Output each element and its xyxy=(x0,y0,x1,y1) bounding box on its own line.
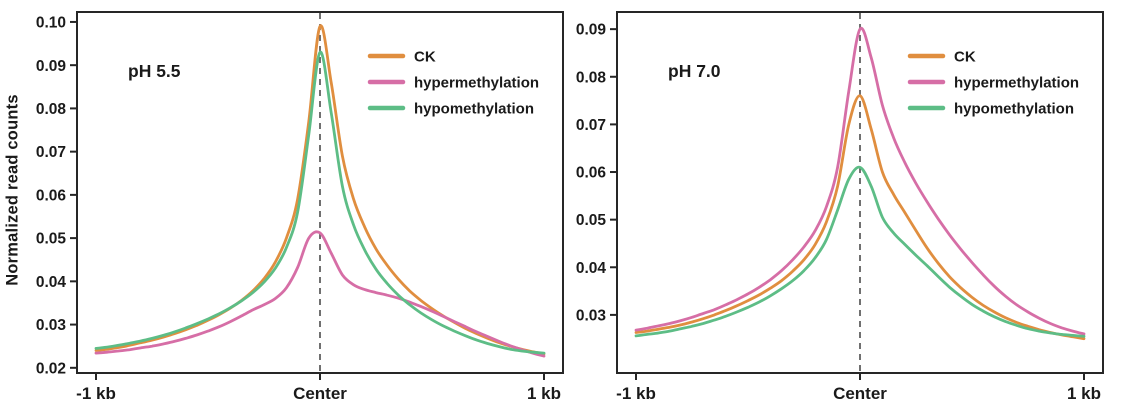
legend-item-hypomethylation: hypomethylation xyxy=(367,100,534,117)
x-tick-label: -1 kb xyxy=(76,384,116,403)
legend: CK hypermethylation hypomethylation xyxy=(367,48,539,117)
y-tick-label: 0.04 xyxy=(36,274,67,291)
panel-label: pH 7.0 xyxy=(668,61,721,81)
plot-frame xyxy=(76,11,564,374)
legend-item-hypomethylation: hypomethylation xyxy=(907,100,1074,117)
y-tick-label: 0.09 xyxy=(576,22,607,39)
legend-label: hypomethylation xyxy=(954,100,1074,117)
legend-label: CK xyxy=(954,48,976,65)
legend-item-ck: CK xyxy=(367,48,436,65)
legend-label: hypermethylation xyxy=(414,74,539,91)
chart-panel-ph-5-5: 0.02 0.03 0.04 0.05 0.06 0.07 0.08 0.09 0.10 -1 k… xyxy=(36,11,564,403)
y-tick-label: 0.08 xyxy=(576,69,607,86)
legend-item-hypermethylation: hypermethylation xyxy=(367,74,539,91)
y-tick-label: 0.09 xyxy=(36,58,67,75)
x-tick-label: Center xyxy=(833,384,887,403)
legend-item-hypermethylation: hypermethylation xyxy=(907,74,1079,91)
series-line-hypermethylation xyxy=(94,230,546,358)
y-tick-label: 0.03 xyxy=(36,317,67,334)
y-tick-label: 0.06 xyxy=(36,187,67,204)
y-tick-label: 0.06 xyxy=(576,165,607,182)
legend-label: CK xyxy=(414,48,436,65)
legend-label: hypermethylation xyxy=(954,74,1079,91)
series-line-hypomethylation xyxy=(94,50,546,355)
y-tick-label: 0.07 xyxy=(36,144,66,161)
series-line-hypermethylation xyxy=(634,26,1086,336)
y-axis-title: Normalized read counts xyxy=(3,94,22,286)
series-line-hypomethylation xyxy=(634,165,1086,338)
series-line-ck xyxy=(634,94,1086,341)
plot-frame xyxy=(616,11,1104,374)
x-tick-label: Center xyxy=(293,384,347,403)
panel-label: pH 5.5 xyxy=(128,61,181,81)
x-tick-label: 1 kb xyxy=(1067,384,1101,403)
y-tick-label: 0.08 xyxy=(36,101,67,118)
y-tick-label: 0.10 xyxy=(36,15,66,32)
legend-item-ck: CK xyxy=(907,48,976,65)
series-line-ck xyxy=(94,24,546,356)
y-tick-label: 0.04 xyxy=(576,260,607,277)
x-tick-label: -1 kb xyxy=(616,384,656,403)
y-tick-label: 0.03 xyxy=(576,307,607,324)
x-tick-label: 1 kb xyxy=(527,384,561,403)
y-tick-label: 0.07 xyxy=(576,117,606,134)
y-tick-label: 0.02 xyxy=(36,360,66,377)
legend: CK hypermethylation hypomethylation xyxy=(907,48,1079,117)
y-tick-label: 0.05 xyxy=(36,231,67,248)
chart-panel-ph-7-0: 0.03 0.04 0.05 0.06 0.07 0.08 0.09 -1 kb Center 1… xyxy=(576,11,1104,403)
legend-label: hypomethylation xyxy=(414,100,534,117)
y-tick-label: 0.05 xyxy=(576,212,607,229)
